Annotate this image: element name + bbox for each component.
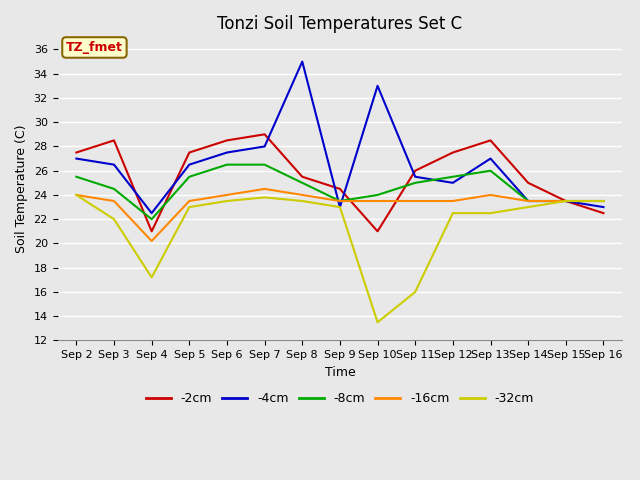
-4cm [186, 162, 193, 168]
-4cm [600, 204, 607, 210]
-16cm [524, 198, 532, 204]
-4cm [562, 198, 570, 204]
-4cm [298, 59, 306, 64]
-16cm [600, 198, 607, 204]
-4cm [110, 162, 118, 168]
-8cm [298, 180, 306, 186]
-4cm [524, 198, 532, 204]
-32cm [336, 204, 344, 210]
-8cm [186, 174, 193, 180]
-32cm [486, 210, 494, 216]
-32cm [562, 198, 570, 204]
-2cm [486, 137, 494, 143]
-32cm [186, 204, 193, 210]
-16cm [298, 192, 306, 198]
-16cm [449, 198, 457, 204]
-32cm [524, 204, 532, 210]
-2cm [336, 186, 344, 192]
-16cm [148, 238, 156, 244]
Line: -4cm: -4cm [76, 61, 604, 213]
-2cm [600, 210, 607, 216]
Line: -8cm: -8cm [76, 165, 604, 219]
Legend: -2cm, -4cm, -8cm, -16cm, -32cm: -2cm, -4cm, -8cm, -16cm, -32cm [141, 387, 539, 410]
Text: TZ_fmet: TZ_fmet [66, 41, 123, 54]
-4cm [223, 150, 231, 156]
-2cm [148, 228, 156, 234]
-8cm [524, 198, 532, 204]
-16cm [72, 192, 80, 198]
X-axis label: Time: Time [324, 366, 355, 379]
-8cm [562, 198, 570, 204]
-16cm [223, 192, 231, 198]
-2cm [72, 150, 80, 156]
-16cm [374, 198, 381, 204]
-8cm [486, 168, 494, 174]
-2cm [412, 168, 419, 174]
-4cm [412, 174, 419, 180]
-8cm [72, 174, 80, 180]
-8cm [110, 186, 118, 192]
-2cm [186, 150, 193, 156]
-32cm [298, 198, 306, 204]
-8cm [148, 216, 156, 222]
Y-axis label: Soil Temperature (C): Soil Temperature (C) [15, 125, 28, 253]
-2cm [562, 198, 570, 204]
-2cm [223, 137, 231, 143]
-2cm [374, 228, 381, 234]
-2cm [298, 174, 306, 180]
-32cm [600, 198, 607, 204]
-8cm [336, 198, 344, 204]
-16cm [186, 198, 193, 204]
-8cm [600, 198, 607, 204]
Line: -2cm: -2cm [76, 134, 604, 231]
Line: -16cm: -16cm [76, 189, 604, 241]
-4cm [260, 144, 268, 149]
-2cm [110, 137, 118, 143]
-16cm [412, 198, 419, 204]
-32cm [110, 216, 118, 222]
-4cm [374, 83, 381, 89]
-8cm [374, 192, 381, 198]
-4cm [336, 204, 344, 210]
-16cm [336, 198, 344, 204]
-16cm [486, 192, 494, 198]
-32cm [449, 210, 457, 216]
Title: Tonzi Soil Temperatures Set C: Tonzi Soil Temperatures Set C [218, 15, 463, 33]
-16cm [110, 198, 118, 204]
-4cm [449, 180, 457, 186]
-32cm [412, 289, 419, 295]
-8cm [449, 174, 457, 180]
-32cm [72, 192, 80, 198]
-32cm [374, 319, 381, 325]
-2cm [524, 180, 532, 186]
-16cm [260, 186, 268, 192]
Line: -32cm: -32cm [76, 195, 604, 322]
-32cm [260, 194, 268, 200]
-4cm [486, 156, 494, 161]
-8cm [223, 162, 231, 168]
-2cm [449, 150, 457, 156]
-32cm [223, 198, 231, 204]
-32cm [148, 275, 156, 280]
-8cm [260, 162, 268, 168]
-16cm [562, 198, 570, 204]
-2cm [260, 132, 268, 137]
-8cm [412, 180, 419, 186]
-4cm [148, 210, 156, 216]
-4cm [72, 156, 80, 161]
